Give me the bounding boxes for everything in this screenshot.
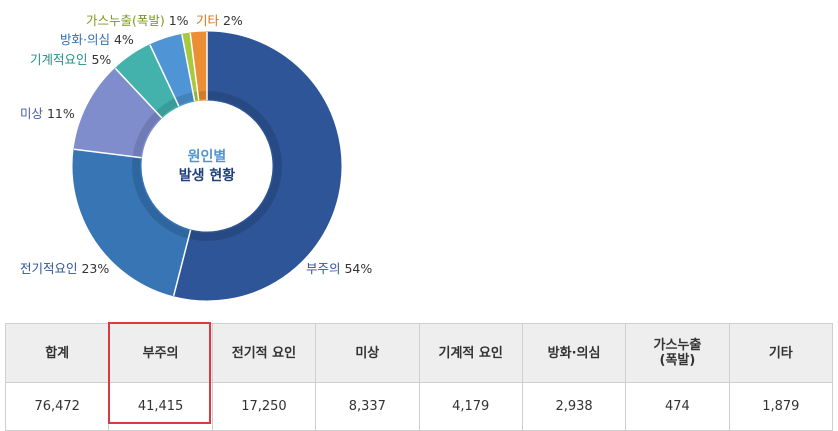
slice-전기적요인 [72,148,192,297]
slice-shade-전기적요인 [132,156,191,239]
table-cell: 76,472 [4,382,110,431]
slice-label-방화·의심: 방화·의심 4% [60,32,134,47]
slice-label-기타: 기타 2% [196,13,243,28]
slice-label-가스누출(폭발): 가스누출(폭발) 1% [86,13,189,28]
donut-slices [72,31,342,301]
slice-shade-기타 [197,91,208,100]
slice-separator [149,44,180,107]
donut-labels: 부주의 54% 전기적요인 23% 미상 11% 기계적요인 5% 방화·의심 4% 가스… [20,13,372,276]
table-cell: 8,337 [315,382,420,431]
table-cell: 474 [625,382,730,431]
table-cell: 2,938 [521,382,627,431]
slice-separator [189,32,200,101]
slice-shade-미상 [132,111,162,158]
column-header: 기타 [728,323,834,383]
slice-separator [114,67,163,119]
slice-label-기계적요인: 기계적요인 5% [30,52,111,67]
table-header-row: 합계 부주의 전기적 요인 미상 기계적 요인 방화·의심 가스누출 (폭발) 기타 [4,323,834,383]
slice-label-부주의: 부주의 54% [306,261,372,276]
slice-부주의 [173,31,342,301]
slice-label-미상: 미상 11% [20,106,75,121]
column-header: 전기적 요인 [211,323,317,383]
slice-separator [181,34,196,102]
column-header: 합계 [4,323,110,383]
column-header: 부주의 [108,323,213,383]
slice-separator [172,229,192,296]
column-header: 가스누출 (폭발) [625,323,730,383]
center-title-line2: 발생 현황 [179,167,236,184]
center-title-line1: 원인별 [188,148,227,165]
table-cell: 41,415 [108,382,213,431]
table-cell: 17,250 [211,382,317,431]
cause-donut-chart: 부주의 54% 전기적요인 23% 미상 11% 기계적요인 5% 방화·의심 4% 가스… [20,13,372,301]
table-cell: 1,879 [728,382,834,431]
table-row: 76,472 41,415 17,250 8,337 4,179 2,938 474 1,87… [4,382,834,431]
cause-stats-table: 합계 부주의 전기적 요인 미상 기계적 요인 방화·의심 가스누출 (폭발) 기타 76,47… [4,323,834,431]
table-cell: 4,179 [418,382,523,431]
slice-label-전기적요인: 전기적요인 23% [20,261,109,276]
column-header: 방화·의심 [521,323,627,383]
column-header: 기계적 요인 [418,323,523,383]
slice-separator [73,148,142,159]
column-header: 미상 [315,323,420,383]
slice-shade-부주의 [188,91,282,241]
